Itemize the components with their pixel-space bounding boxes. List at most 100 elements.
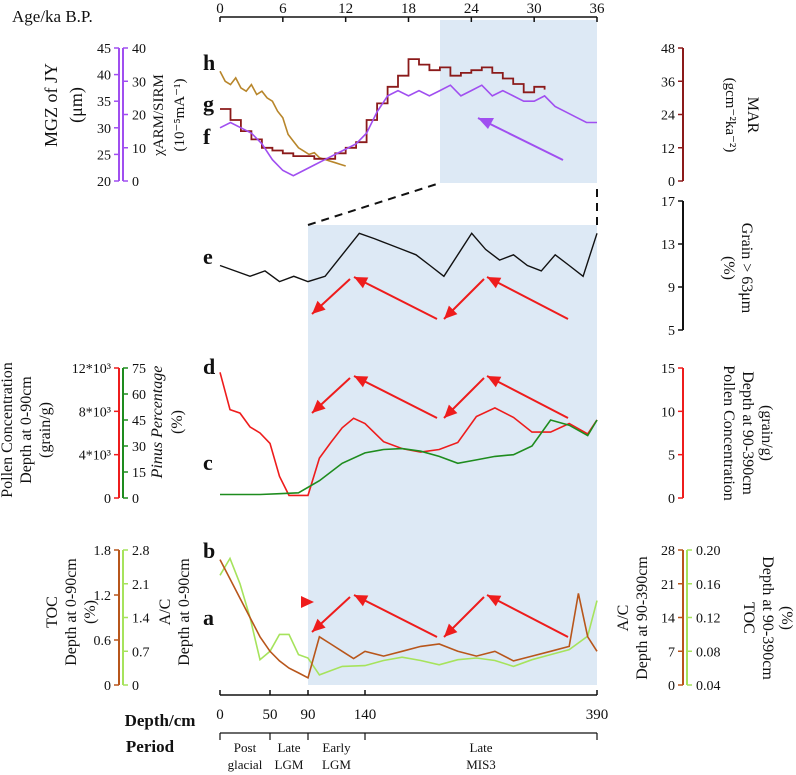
- trend-arrow-head: [312, 300, 326, 314]
- tick-label: 1.8: [94, 544, 112, 559]
- toc-right-depth: Depth at 90-390cm: [759, 556, 776, 680]
- trend-arrow-head: [444, 623, 458, 637]
- tick-label: 12: [338, 1, 353, 17]
- series-c-line: [220, 419, 598, 496]
- toc-ticks: 1.8 1.2 0.6 0: [94, 544, 119, 694]
- tick-label: 90: [301, 707, 316, 723]
- grain-title: Grain > 63μm: [738, 223, 755, 314]
- trend-arrow-head: [312, 618, 326, 632]
- chi-ticks: 40 30 20 10 0: [123, 42, 146, 190]
- pinus-ticks: 75 60 45 30 15 0: [123, 362, 146, 507]
- panel-pollen: Pollen Concentration Depth at 0-90cm (gr…: [0, 354, 775, 507]
- panel-toc: TOC Depth at 0-90cm (%) A/C Depth at 0-9…: [44, 538, 795, 694]
- tick-label: 35: [97, 95, 111, 110]
- arrow-purple-head: [478, 118, 494, 129]
- tick-label: 6: [279, 1, 287, 17]
- grain-unit: (%): [720, 256, 737, 280]
- mgz-title: MGZ of JY: [41, 63, 61, 147]
- trend-arrow: [486, 276, 569, 320]
- period-labels: Post glacial Late LGM Early LGM Late MIS3: [219, 733, 598, 772]
- pinus-unit: (%): [169, 410, 186, 434]
- tick-label: 60: [132, 388, 146, 403]
- letter-a: a: [203, 605, 214, 630]
- tick-label: 0.6: [94, 634, 112, 649]
- pinus-title: Pinus Percentage: [149, 366, 166, 480]
- tick-label: 0: [216, 1, 224, 17]
- letter-h: h: [203, 50, 215, 75]
- arrow-purple: [477, 117, 564, 161]
- ac-depth: Depth at 0-90cm: [176, 558, 193, 666]
- tick-label: 28: [661, 544, 675, 559]
- trend-arrow-head: [444, 404, 458, 418]
- pollen-title: Pollen Concentration: [0, 362, 16, 498]
- tick-label: 24: [661, 109, 675, 124]
- series-b-line: [219, 559, 598, 679]
- trend-arrow-head: [354, 595, 369, 607]
- tick-label: 36: [590, 1, 606, 17]
- tick-label: 40: [132, 42, 146, 57]
- letter-g: g: [203, 91, 214, 116]
- toc-unit: (%): [82, 600, 99, 624]
- tick-label: 1.4: [132, 612, 150, 627]
- shade-bottom: [308, 225, 597, 685]
- tick-label: 140: [354, 707, 377, 723]
- tick-label: 20: [97, 175, 111, 190]
- trend-arrow: [353, 375, 438, 419]
- tick-label: 0: [216, 707, 224, 723]
- trend-arrow-head: [487, 595, 502, 607]
- tick-label: 15: [661, 362, 675, 377]
- pollen-right-ticks: 15 10 5 0: [661, 362, 683, 507]
- depth-ticks: 0 50 90 140 390: [216, 690, 608, 723]
- tick-label: 0.16: [696, 578, 721, 593]
- tick-label: 0.7: [132, 645, 150, 660]
- mar-title: MAR: [744, 97, 761, 134]
- tick-label: 0: [668, 175, 675, 190]
- series-f-line: [219, 84, 597, 177]
- period-name: Late: [277, 740, 300, 755]
- tick-label: 390: [586, 707, 609, 723]
- panel-top: MGZ of JY (μm) χARM/SIRM (10⁻⁵mA⁻¹) 45 40…: [41, 42, 761, 190]
- mgz-unit: (μm): [66, 87, 87, 123]
- letter-e: e: [203, 244, 213, 269]
- tick-label: 45: [132, 414, 146, 429]
- trend-arrow: [486, 375, 569, 419]
- age-axis: Age/ka B.P. 0 6 12 18 24 30 36: [12, 1, 605, 26]
- tick-label: 10: [132, 142, 146, 157]
- pollen-right-depth: Depth at 90-390cm: [739, 371, 756, 495]
- toc-depth: Depth at 0-90cm: [63, 558, 80, 666]
- ac-ticks: 2.8 2.1 1.4 0.7 0: [123, 544, 150, 694]
- mgz-ticks: 45 40 35 30 25 20: [97, 42, 119, 190]
- tick-label: 0.12: [696, 612, 721, 627]
- tick-label: 0: [668, 679, 675, 694]
- tick-label: 0: [132, 492, 139, 507]
- tick-label: 15: [132, 466, 146, 481]
- toc-right-unit: (%): [778, 606, 795, 630]
- trend-arrow: [353, 276, 438, 320]
- tick-label: 0.20: [696, 544, 721, 559]
- tick-label: 13: [661, 238, 675, 253]
- tick-label: 12: [661, 142, 675, 157]
- mar-ticks: 48 36 24 12 0: [661, 42, 683, 190]
- toc-right-ticks: 0.20 0.16 0.12 0.08 0.04: [687, 544, 721, 694]
- tick-label: 0: [132, 175, 139, 190]
- trend-arrow-head: [487, 277, 502, 289]
- trend-arrow-head: [354, 376, 369, 388]
- tick-label: 30: [132, 75, 146, 90]
- tick-label: 12*10³: [72, 362, 111, 377]
- letter-c: c: [203, 450, 213, 475]
- tick-label: 24: [464, 1, 480, 17]
- series-e-line: [219, 232, 598, 283]
- period-name: LGM: [275, 757, 304, 772]
- tick-label: 4*10³: [79, 449, 111, 464]
- tick-label: 5: [668, 449, 675, 464]
- letter-f: f: [203, 124, 211, 149]
- tick-label: 25: [97, 148, 111, 163]
- tick-label: 10: [661, 405, 675, 420]
- tick-label: 2.1: [132, 578, 150, 593]
- depth-axis-label: Depth/cm: [125, 711, 196, 730]
- trend-arrow-head: [301, 596, 314, 608]
- tick-label: 0: [132, 679, 139, 694]
- series-g-line: [220, 58, 546, 160]
- ac-title: A/C: [157, 599, 174, 626]
